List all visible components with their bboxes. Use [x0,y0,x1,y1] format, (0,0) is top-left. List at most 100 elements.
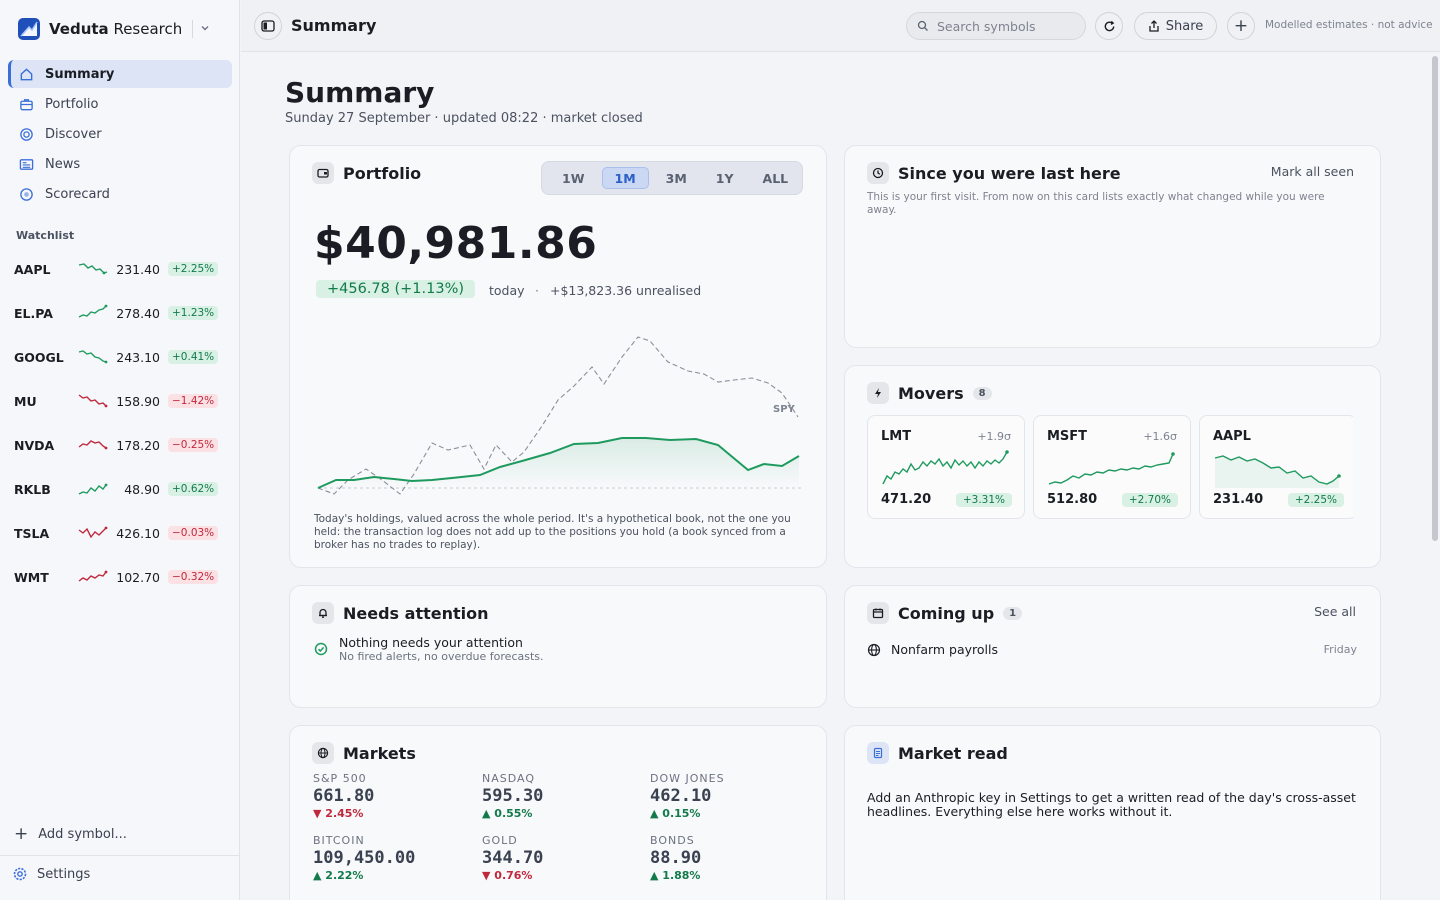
nav-item-news[interactable]: News [8,150,232,178]
portfolio-note: Today's holdings, valued across the whol… [314,513,791,551]
share-button[interactable]: Share [1134,12,1217,40]
market-name: GOLD [482,834,518,847]
market-tile[interactable]: BITCOIN 109,450.00 ▲ 2.22% [313,834,473,882]
mover-card[interactable]: LMT +1.9σ 471.20 +3.31% [867,415,1025,519]
watchlist-price: 102.70 [116,569,160,585]
tab-3m[interactable]: 3M [665,170,687,186]
nav-label: Portfolio [45,96,99,112]
card-header: Markets [312,742,416,764]
market-value: 462.10 [650,786,712,806]
briefcase-icon [18,96,34,112]
settings-button[interactable]: Settings [12,866,90,882]
card-title: Needs attention [343,603,489,623]
market-value: 344.70 [482,848,544,868]
mover-sparkline [1214,455,1341,488]
watchlist-item[interactable]: NVDA 178.20 −0.25% [0,423,240,467]
scrollbar[interactable] [1430,53,1440,900]
market-change: ▲ 0.15% [650,807,701,820]
portfolio-line [317,437,800,489]
mover-symbol: AAPL [1213,429,1251,444]
watchlist-item[interactable]: RKLB 48.90 +0.62% [0,467,240,511]
search-icon [917,20,928,31]
scrollbar-thumb[interactable] [1432,56,1438,541]
portfolio-chart[interactable]: SPY [312,326,806,506]
watchlist-sparkline [78,394,108,408]
mover-price: 471.20 [881,492,932,507]
nav-item-scorecard[interactable]: Scorecard [8,180,232,208]
market-tile[interactable]: S&P 500 661.80 ▼ 2.45% [313,772,473,820]
card-header: Market read [867,742,1008,764]
watchlist-item[interactable]: AAPL 231.40 +2.25% [0,247,240,291]
add-symbol-button[interactable]: + Add symbol... [14,824,127,844]
mover-sparkline [882,450,1009,485]
market-tile[interactable]: GOLD 344.70 ▼ 0.76% [482,834,642,882]
card-title: Market read [898,743,1008,763]
nav-item-discover[interactable]: Discover [8,120,232,148]
watchlist-price: 48.90 [124,481,160,497]
card-title: Markets [343,743,416,763]
brand-switcher[interactable]: Veduta Research [18,17,211,41]
page-subtitle: Sunday 27 September · updated 08:22 · ma… [285,111,643,126]
card-title: Coming up [898,603,995,623]
watchlist-item[interactable]: GOOGL 243.10 +0.41% [0,335,240,379]
market-tile[interactable]: NASDAQ 595.30 ▲ 0.55% [482,772,642,820]
plus-icon: + [1233,16,1249,36]
lightning-icon [867,382,889,404]
disclaimer-note: Modelled estimates · not advice [1265,19,1433,31]
market-value: 595.30 [482,786,544,806]
tab-1y[interactable]: 1Y [715,170,734,186]
home-icon [18,66,34,82]
event-row[interactable]: Nonfarm payrolls Friday [867,642,1357,657]
mark-all-seen-button[interactable]: Mark all seen [1270,164,1354,179]
today-label: today [489,283,525,298]
card-title: Portfolio [343,163,422,183]
refresh-button[interactable] [1095,12,1123,40]
watchlist-change-badge: −1.42% [168,394,219,408]
add-button[interactable]: + [1227,12,1255,40]
market-value: 109,450.00 [313,848,416,868]
market-change: ▲ 2.22% [313,869,364,882]
nav-item-summary[interactable]: Summary [8,60,232,88]
see-all-link[interactable]: See all [1314,604,1356,619]
watchlist-item[interactable]: MU 158.90 −1.42% [0,379,240,423]
mover-card[interactable]: AAPL 231.40 +2.25% [1199,415,1353,519]
card-header: Movers 8 [867,382,992,404]
market-read-body: Add an Anthropic key in Settings to get … [867,790,1356,819]
watchlist-price: 178.20 [116,437,160,453]
share-icon [1149,20,1159,32]
watchlist-symbol: NVDA [14,437,55,453]
bell-icon [312,602,334,624]
scorecard-icon [18,186,34,202]
mover-symbol: MSFT [1047,429,1088,444]
watchlist-symbol: GOOGL [14,349,64,365]
watchlist-symbol: RKLB [14,481,51,497]
search-input[interactable]: Search symbols [906,12,1086,40]
market-tile[interactable]: BONDS 88.90 ▲ 1.88% [650,834,810,882]
event-when: Friday [1323,643,1357,656]
calendar-icon [867,602,889,624]
mover-card[interactable]: MSFT +1.6σ 512.80 +2.70% [1033,415,1191,519]
watchlist-price: 278.40 [116,305,160,321]
watchlist-item[interactable]: TSLA 426.10 −0.03% [0,511,240,555]
watchlist-price: 426.10 [116,525,160,541]
share-label: Share [1165,18,1204,34]
sidebar-toggle-button[interactable] [254,12,282,40]
nav-item-portfolio[interactable]: Portfolio [8,90,232,118]
market-tile[interactable]: DOW JONES 462.10 ▲ 0.15% [650,772,810,820]
target-icon [18,126,34,142]
tab-all[interactable]: ALL [762,170,789,186]
watchlist-symbol: MU [14,393,37,409]
watchlist-item[interactable]: EL.PA 278.40 +1.23% [0,291,240,335]
tab-1w[interactable]: 1W [562,170,585,186]
since-body: This is your first visit. From now on th… [867,191,1325,216]
watchlist-item[interactable]: WMT 102.70 −0.32% [0,555,240,599]
tab-1m[interactable]: 1M [601,167,649,189]
market-change: ▼ 0.76% [482,869,533,882]
nav-label: Discover [45,126,102,142]
sidebar-toggle-icon [261,20,275,32]
coming-up-card: Coming up 1 See all Nonfarm payrolls Fri… [844,585,1381,708]
movers-card: Movers 8 LMT +1.9σ 471.20 +3.31% MSFT +1… [844,365,1381,568]
event-label: Nonfarm payrolls [891,642,999,657]
since-last-visit-card: Since you were last here Mark all seen T… [844,145,1381,348]
watchlist-sparkline [78,440,108,450]
